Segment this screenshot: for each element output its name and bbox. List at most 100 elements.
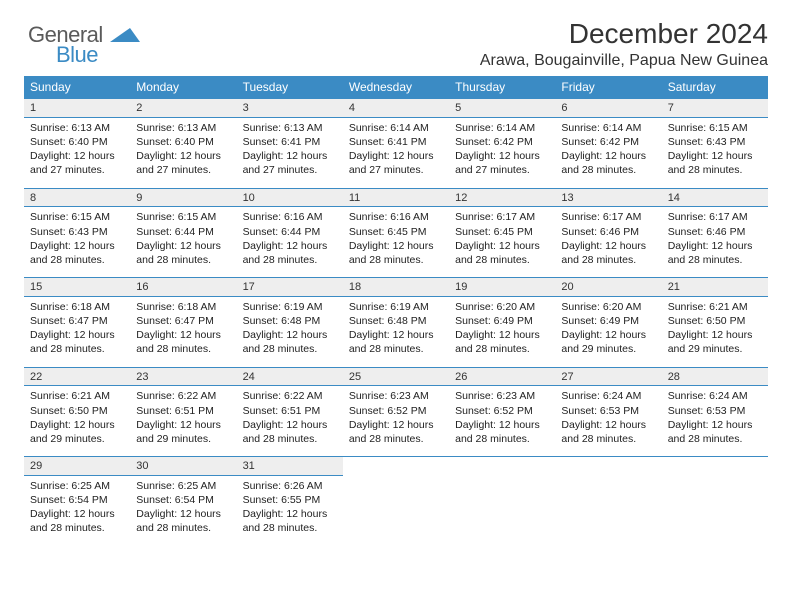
day-details: Sunrise: 6:22 AMSunset: 6:51 PMDaylight:… — [237, 386, 343, 457]
sunrise-line: Sunrise: 6:23 AM — [455, 389, 549, 403]
daylight-line-2: and 28 minutes. — [561, 253, 655, 267]
sunrise-line: Sunrise: 6:15 AM — [30, 210, 124, 224]
sunrise-line: Sunrise: 6:17 AM — [455, 210, 549, 224]
sunset-line: Sunset: 6:48 PM — [243, 314, 337, 328]
daylight-line-2: and 28 minutes. — [30, 342, 124, 356]
sunset-line: Sunset: 6:44 PM — [136, 225, 230, 239]
sunset-line: Sunset: 6:42 PM — [561, 135, 655, 149]
day-details: Sunrise: 6:13 AMSunset: 6:40 PMDaylight:… — [130, 117, 236, 188]
day-number: 29 — [24, 457, 130, 476]
daylight-line-2: and 27 minutes. — [455, 163, 549, 177]
day-details: Sunrise: 6:21 AMSunset: 6:50 PMDaylight:… — [662, 296, 768, 367]
sunrise-line: Sunrise: 6:14 AM — [455, 121, 549, 135]
sunset-line: Sunset: 6:54 PM — [136, 493, 230, 507]
sunrise-line: Sunrise: 6:25 AM — [136, 479, 230, 493]
daylight-line-1: Daylight: 12 hours — [136, 239, 230, 253]
day-number: 4 — [343, 99, 449, 118]
daylight-line-2: and 28 minutes. — [455, 253, 549, 267]
daylight-line-1: Daylight: 12 hours — [243, 149, 337, 163]
daylight-line-1: Daylight: 12 hours — [136, 418, 230, 432]
day-details: Sunrise: 6:18 AMSunset: 6:47 PMDaylight:… — [24, 296, 130, 367]
daylight-line-1: Daylight: 12 hours — [136, 328, 230, 342]
day-details: Sunrise: 6:13 AMSunset: 6:41 PMDaylight:… — [237, 117, 343, 188]
daylight-line-2: and 28 minutes. — [243, 342, 337, 356]
sunset-line: Sunset: 6:51 PM — [136, 404, 230, 418]
daylight-line-2: and 28 minutes. — [455, 342, 549, 356]
day-details: Sunrise: 6:15 AMSunset: 6:43 PMDaylight:… — [662, 117, 768, 188]
day-number: 8 — [24, 188, 130, 207]
daylight-line-1: Daylight: 12 hours — [455, 149, 549, 163]
daylight-line-2: and 28 minutes. — [668, 432, 762, 446]
daylight-line-2: and 28 minutes. — [30, 521, 124, 535]
daylight-line-2: and 28 minutes. — [455, 432, 549, 446]
day-number: 3 — [237, 99, 343, 118]
day-number: 16 — [130, 278, 236, 297]
daylight-line-1: Daylight: 12 hours — [243, 418, 337, 432]
daylight-line-2: and 28 minutes. — [668, 163, 762, 177]
daylight-line-2: and 29 minutes. — [30, 432, 124, 446]
sunset-line: Sunset: 6:52 PM — [349, 404, 443, 418]
daylight-line-2: and 28 minutes. — [349, 253, 443, 267]
sunrise-line: Sunrise: 6:20 AM — [561, 300, 655, 314]
daylight-line-1: Daylight: 12 hours — [349, 239, 443, 253]
day-number: 24 — [237, 367, 343, 386]
daylight-line-2: and 28 minutes. — [561, 432, 655, 446]
daylight-line-2: and 28 minutes. — [136, 253, 230, 267]
logo-triangle-icon — [110, 26, 140, 42]
daylight-line-1: Daylight: 12 hours — [243, 239, 337, 253]
daylight-line-1: Daylight: 12 hours — [243, 328, 337, 342]
sunrise-line: Sunrise: 6:13 AM — [243, 121, 337, 135]
daylight-line-1: Daylight: 12 hours — [668, 239, 762, 253]
sunrise-line: Sunrise: 6:14 AM — [561, 121, 655, 135]
day-number: 23 — [130, 367, 236, 386]
empty-cell — [449, 475, 555, 545]
calendar-grid: SundayMondayTuesdayWednesdayThursdayFrid… — [24, 76, 768, 546]
day-number: 31 — [237, 457, 343, 476]
sunrise-line: Sunrise: 6:16 AM — [349, 210, 443, 224]
day-details: Sunrise: 6:20 AMSunset: 6:49 PMDaylight:… — [449, 296, 555, 367]
daylight-line-2: and 28 minutes. — [136, 521, 230, 535]
day-number: 6 — [555, 99, 661, 118]
day-number: 2 — [130, 99, 236, 118]
daylight-line-2: and 28 minutes. — [243, 253, 337, 267]
weekday-header: Tuesday — [237, 76, 343, 99]
sunset-line: Sunset: 6:50 PM — [668, 314, 762, 328]
sunset-line: Sunset: 6:44 PM — [243, 225, 337, 239]
daylight-line-1: Daylight: 12 hours — [561, 328, 655, 342]
day-details: Sunrise: 6:24 AMSunset: 6:53 PMDaylight:… — [662, 386, 768, 457]
daylight-line-1: Daylight: 12 hours — [561, 149, 655, 163]
day-number: 22 — [24, 367, 130, 386]
day-number: 15 — [24, 278, 130, 297]
sunset-line: Sunset: 6:51 PM — [243, 404, 337, 418]
day-details: Sunrise: 6:19 AMSunset: 6:48 PMDaylight:… — [343, 296, 449, 367]
day-details: Sunrise: 6:14 AMSunset: 6:42 PMDaylight:… — [449, 117, 555, 188]
sunrise-line: Sunrise: 6:16 AM — [243, 210, 337, 224]
daylight-line-1: Daylight: 12 hours — [561, 418, 655, 432]
day-number: 30 — [130, 457, 236, 476]
sunrise-line: Sunrise: 6:23 AM — [349, 389, 443, 403]
daylight-line-1: Daylight: 12 hours — [30, 239, 124, 253]
day-details: Sunrise: 6:13 AMSunset: 6:40 PMDaylight:… — [24, 117, 130, 188]
daylight-line-1: Daylight: 12 hours — [30, 507, 124, 521]
daylight-line-2: and 28 minutes. — [243, 432, 337, 446]
day-number: 1 — [24, 99, 130, 118]
day-number: 9 — [130, 188, 236, 207]
daylight-line-2: and 28 minutes. — [349, 432, 443, 446]
weekday-header: Friday — [555, 76, 661, 99]
sunrise-line: Sunrise: 6:20 AM — [455, 300, 549, 314]
sunset-line: Sunset: 6:40 PM — [136, 135, 230, 149]
sunset-line: Sunset: 6:42 PM — [455, 135, 549, 149]
sunset-line: Sunset: 6:46 PM — [668, 225, 762, 239]
sunrise-line: Sunrise: 6:24 AM — [668, 389, 762, 403]
sunset-line: Sunset: 6:40 PM — [30, 135, 124, 149]
logo: General Blue — [28, 22, 103, 68]
daylight-line-1: Daylight: 12 hours — [349, 149, 443, 163]
sunset-line: Sunset: 6:53 PM — [668, 404, 762, 418]
weekday-header: Saturday — [662, 76, 768, 99]
daylight-line-2: and 29 minutes. — [561, 342, 655, 356]
day-number: 20 — [555, 278, 661, 297]
day-details: Sunrise: 6:25 AMSunset: 6:54 PMDaylight:… — [130, 475, 236, 545]
day-details: Sunrise: 6:17 AMSunset: 6:46 PMDaylight:… — [662, 207, 768, 278]
day-number: 19 — [449, 278, 555, 297]
daylight-line-2: and 29 minutes. — [668, 342, 762, 356]
